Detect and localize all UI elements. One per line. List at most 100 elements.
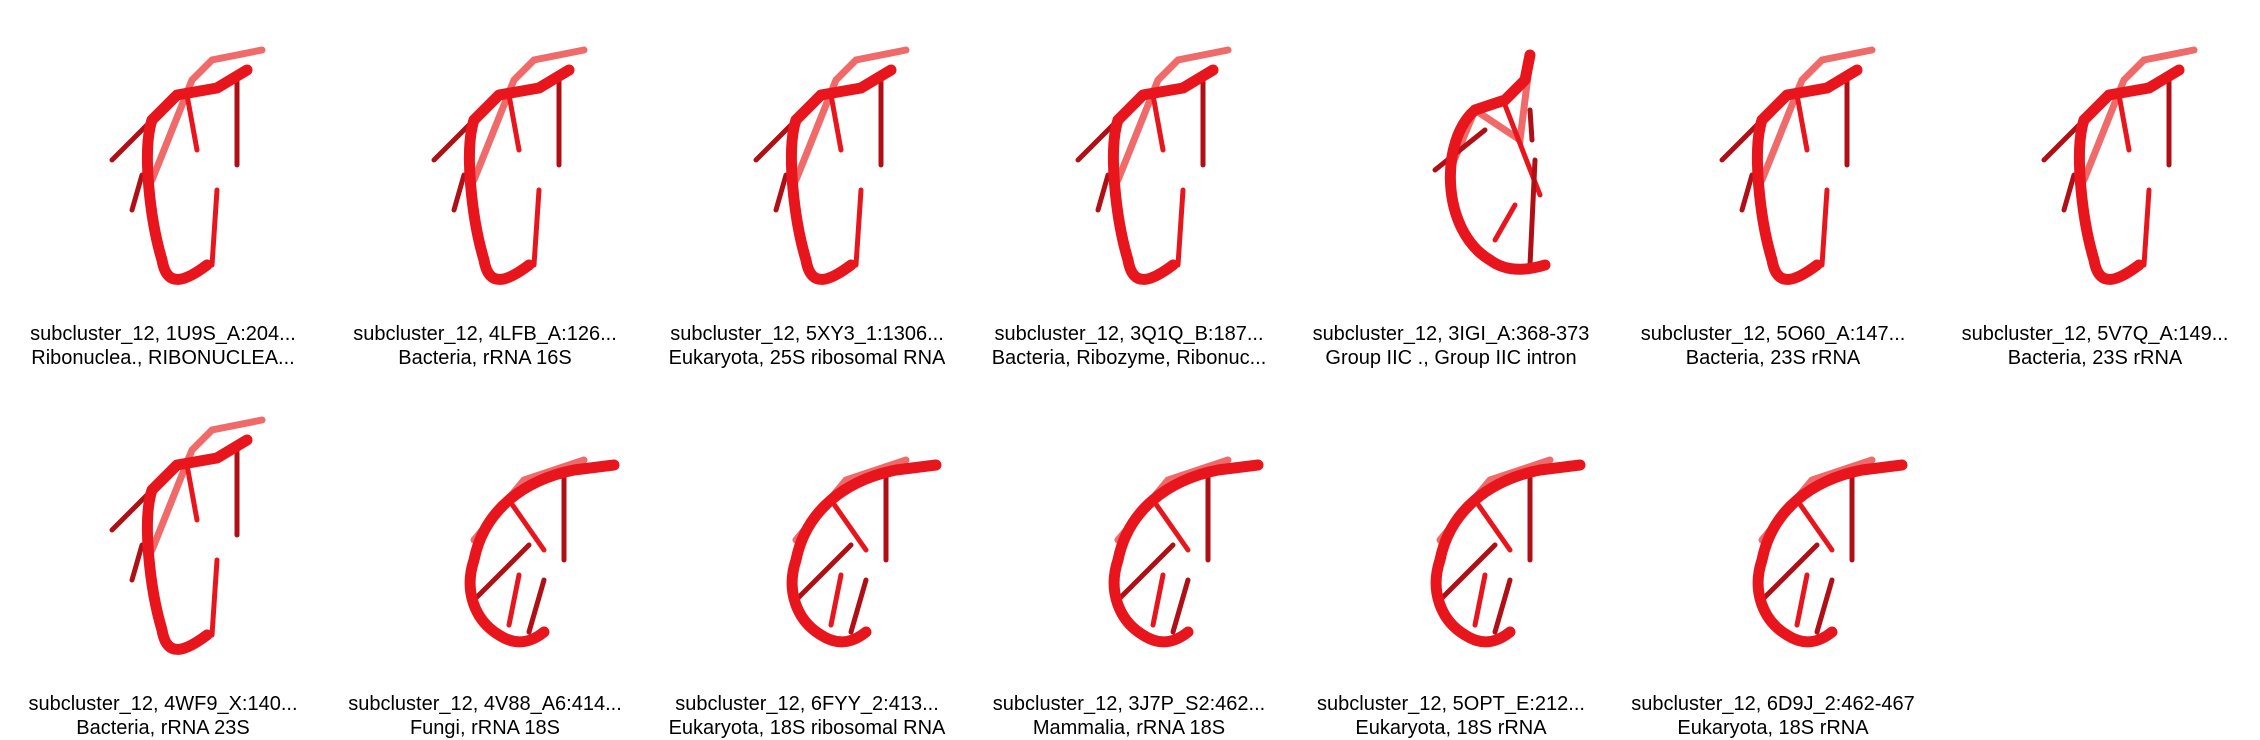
base-stick <box>1150 92 1166 153</box>
backbone-tube <box>141 64 253 285</box>
rna-structure-image <box>1108 456 1264 648</box>
structure-cell: subcluster_12, 5V7Q_A:149... Bacteria, 23… <box>1934 0 2256 370</box>
rna-structure-image <box>109 46 266 285</box>
rna-structure-image <box>109 416 266 655</box>
organism-rna-label: Mammalia, rRNA 18S <box>1032 717 1226 739</box>
structure-cell: subcluster_12, 4WF9_X:140... Bacteria, rR… <box>2 370 324 740</box>
structure-cell: subcluster_12, 3IGI_A:368-373 Group IIC .… <box>1290 0 1612 370</box>
organism-rna-label: Ribonuclea., RIBONUCLEA... <box>31 347 295 369</box>
base-stick <box>506 92 522 153</box>
structure-id-label: subcluster_12, 5XY3_1:1306... <box>670 323 944 345</box>
base-stick <box>2116 92 2132 153</box>
backbone-tube <box>464 459 620 648</box>
base-stick <box>1759 542 1820 603</box>
structure-cell: subcluster_12, 4V88_A6:414... Fungi, rRNA… <box>324 370 646 740</box>
base-stick <box>506 497 547 553</box>
backbone-far-segment <box>792 46 910 184</box>
structure-id-label: subcluster_12, 3IGI_A:368-373 <box>1312 323 1590 345</box>
base-stick <box>1472 572 1488 628</box>
base-stick <box>1115 542 1176 603</box>
base-stick <box>1739 172 1755 213</box>
organism-rna-label: Group IIC ., Group IIC intron <box>1325 347 1577 369</box>
structure-id-label: subcluster_12, 6D9J_2:462-467 <box>1631 693 1915 715</box>
organism-rna-label: Fungi, rRNA 18S <box>409 717 561 739</box>
structure-id-label: subcluster_12, 6FYY_2:413... <box>675 693 939 715</box>
structure-id-label: subcluster_12, 5O60_A:147... <box>1640 323 1906 345</box>
base-stick <box>1095 172 1111 213</box>
rna-structure-image <box>1432 49 1551 275</box>
structure-cell: subcluster_12, 5XY3_1:1306... Eukaryota, … <box>646 0 968 370</box>
backbone-tube <box>2073 64 2185 285</box>
rna-structure-image <box>464 456 620 648</box>
base-stick <box>129 172 145 213</box>
base-stick <box>526 577 547 635</box>
base-stick <box>773 172 789 213</box>
base-stick <box>828 497 869 553</box>
backbone-tube <box>1752 459 1908 648</box>
organism-rna-label: Eukaryota, 25S ribosomal RNA <box>668 347 946 369</box>
structure-id-label: subcluster_12, 4LFB_A:126... <box>353 323 617 345</box>
base-stick <box>1527 107 1535 143</box>
base-stick <box>848 577 869 635</box>
base-stick <box>828 572 844 628</box>
structure-cell: subcluster_12, 4LFB_A:126... Bacteria, rR… <box>324 0 646 370</box>
structure-id-label: subcluster_12, 4WF9_X:140... <box>28 693 298 715</box>
rna-structure-image <box>1430 456 1586 648</box>
rna-structure-image <box>2041 46 2198 285</box>
organism-rna-label: Bacteria, Ribozyme, Ribonuc... <box>991 347 1267 369</box>
backbone-far-segment <box>1446 56 1534 174</box>
base-stick <box>1794 92 1810 153</box>
structure-cell: subcluster_12, 1U9S_A:204... Ribonuclea.,… <box>2 0 324 370</box>
base-stick <box>1492 202 1518 243</box>
rna-structure-image <box>786 456 942 648</box>
base-stick <box>1175 187 1186 268</box>
base-stick <box>2141 187 2152 268</box>
base-stick <box>853 187 864 268</box>
base-stick <box>531 187 542 268</box>
backbone-tube <box>463 64 575 285</box>
structure-cell: subcluster_12, 6D9J_2:462-467 Eukaryota, … <box>1612 370 1934 740</box>
rna-structure-image <box>1752 456 1908 648</box>
organism-rna-label: Bacteria, rRNA 23S <box>76 717 250 739</box>
backbone-far-segment <box>148 46 266 184</box>
backbone-far-segment <box>1114 46 1232 184</box>
backbone-tube <box>141 434 253 655</box>
organism-rna-label: Eukaryota, 18S ribosomal RNA <box>668 717 946 739</box>
backbone-tube <box>1107 64 1219 285</box>
structure-cell: subcluster_12, 5O60_A:147... Bacteria, 23… <box>1612 0 1934 370</box>
structure-id-label: subcluster_12, 5V7Q_A:149... <box>1961 323 2229 345</box>
base-stick <box>1492 577 1513 635</box>
structure-id-label: subcluster_12, 1U9S_A:204... <box>30 323 296 345</box>
base-stick <box>1814 577 1835 635</box>
base-stick <box>184 92 200 153</box>
base-stick <box>471 542 532 603</box>
structure-id-label: subcluster_12, 3J7P_S2:462... <box>992 693 1266 715</box>
backbone-tube <box>1108 459 1264 648</box>
organism-rna-label: Eukaryota, 18S rRNA <box>1677 717 1869 739</box>
base-stick <box>1472 497 1513 553</box>
base-stick <box>1150 497 1191 553</box>
structure-id-label: subcluster_12, 3Q1Q_B:187... <box>994 323 1264 345</box>
backbone-far-segment <box>148 416 266 554</box>
base-stick <box>1150 572 1166 628</box>
base-stick <box>1437 542 1498 603</box>
base-stick <box>2061 172 2077 213</box>
structure-cell: subcluster_12, 6FYY_2:413... Eukaryota, 1… <box>646 370 968 740</box>
base-stick <box>451 172 467 213</box>
rna-structure-image <box>753 46 910 285</box>
base-stick <box>1794 497 1835 553</box>
organism-rna-label: Eukaryota, 18S rRNA <box>1355 717 1547 739</box>
base-stick <box>828 92 844 153</box>
rna-structure-image <box>431 46 588 285</box>
structure-id-label: subcluster_12, 5OPT_E:212... <box>1317 693 1585 715</box>
base-stick <box>506 572 522 628</box>
rna-structure-image <box>1075 46 1232 285</box>
base-stick <box>1170 577 1191 635</box>
backbone-tube <box>1751 64 1863 285</box>
base-stick <box>1819 187 1830 268</box>
base-stick <box>209 187 220 268</box>
organism-rna-label: Bacteria, 23S rRNA <box>1685 347 1861 369</box>
base-stick <box>184 462 200 523</box>
backbone-far-segment <box>470 46 588 184</box>
